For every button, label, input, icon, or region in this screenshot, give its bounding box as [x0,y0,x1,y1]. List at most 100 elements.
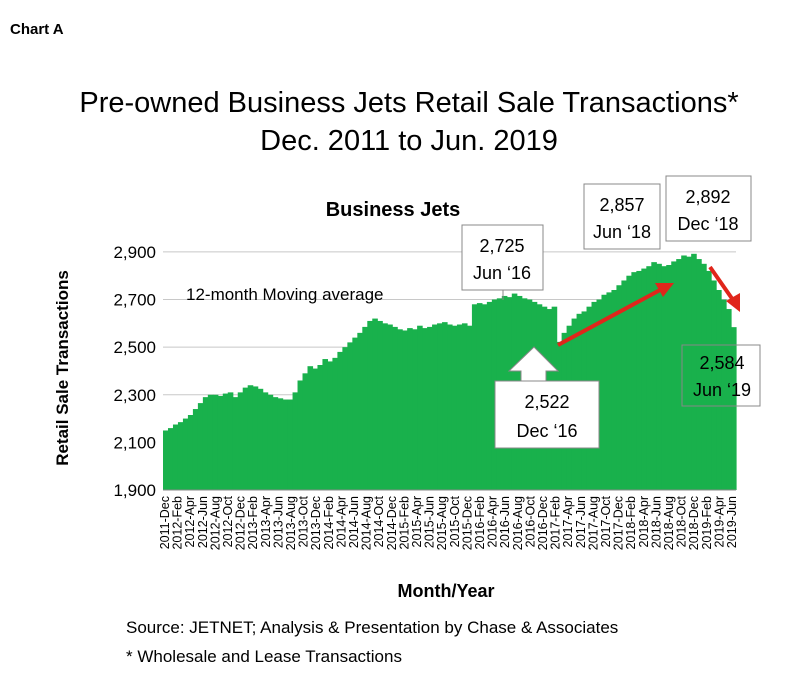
data-bar [606,292,613,490]
x-axis-ticks: 2011-Dec2012-Feb2012-Apr2012-Jun2012-Aug… [158,495,739,550]
data-bar [676,259,682,490]
y-tick-label: 1,900 [113,481,156,500]
data-bar [656,263,662,490]
annotation-jun18: 2,857 Jun ‘18 [583,183,661,250]
annotation-dec18: 2,892 Dec ‘18 [665,175,752,242]
moving-average-label: 12-month Moving average [186,285,384,304]
data-bar [466,325,473,490]
x-tick-label: 2014-Oct [372,495,386,547]
x-tick-label: 2013-Dec [309,496,323,550]
data-bar [731,327,737,490]
x-tick-label: 2013-Apr [259,496,273,547]
data-bar [437,323,443,490]
data-bar [287,399,294,490]
data-bar [342,347,348,490]
annotation-jun16-value: 2,725 [479,236,524,256]
data-bar [282,399,289,490]
x-tick-label: 2014-Dec [385,496,399,550]
trend-arrow-down [708,265,740,312]
x-tick-label: 2016-Aug [511,496,525,550]
data-bar [222,393,229,490]
data-bar [167,428,174,490]
x-tick-label: 2017-Jun [574,496,588,548]
data-bar [481,304,488,490]
y-tick-label: 2,900 [113,243,156,262]
x-tick-label: 2012-Jun [196,496,210,548]
x-tick-label: 2014-Feb [322,496,336,550]
x-tick-label: 2015-Oct [448,495,462,547]
data-bar [402,330,408,490]
data-bar [412,329,418,490]
x-tick-label: 2015-Dec [460,496,474,550]
data-bar [237,392,244,490]
data-bar [392,326,398,490]
data-bar [422,328,428,490]
x-tick-label: 2018-Jun [649,496,663,548]
data-bar [292,392,299,490]
data-bar [347,342,353,490]
data-bar [272,397,279,490]
source-line: Source: JETNET; Analysis & Presentation … [126,618,618,637]
annotation-jun19: 2,584 Jun ‘19 [681,344,761,407]
data-bar [382,323,388,490]
data-bar [671,261,677,490]
chart-label: Chart A [10,21,64,38]
data-bar [297,380,304,490]
data-bar [352,337,358,490]
data-bar [257,388,264,490]
annotation-jun19-value: 2,584 [699,353,744,373]
data-bar [407,328,413,490]
data-bar [172,424,179,490]
data-bar [696,259,702,490]
x-tick-label: 2016-Apr [486,496,500,547]
data-bar [262,392,269,490]
data-bar [192,409,199,490]
annotation-dec16: 2,522 Dec ‘16 [494,346,600,449]
data-bar [451,325,458,490]
data-bar [621,280,627,490]
x-tick-label: 2017-Oct [599,495,613,547]
data-bar [681,255,687,490]
x-tick-label: 2018-Aug [662,496,676,550]
data-bar [212,394,219,490]
x-tick-label: 2018-Apr [637,496,651,547]
trend-arrow-up [557,283,674,347]
x-tick-label: 2016-Oct [523,495,537,547]
data-bar [367,320,373,490]
annotation-jun19-date: Jun ‘19 [693,380,751,400]
annotation-jun18-value: 2,857 [599,195,644,215]
data-bar [202,397,209,490]
data-bar [601,294,608,490]
x-tick-label: 2019-Feb [700,496,714,550]
x-tick-label: 2015-Feb [397,496,411,550]
data-bar [461,323,468,490]
x-tick-label: 2014-Jun [347,496,361,548]
x-tick-label: 2012-Aug [208,496,222,550]
data-bar [322,359,329,490]
y-axis-title: Retail Sale Transactions [53,270,72,466]
chart-title-line1: Pre-owned Business Jets Retail Sale Tran… [79,87,738,119]
annotation-dec18-date: Dec ‘18 [677,214,738,234]
data-bar [267,394,274,490]
x-tick-label: 2015-Jun [423,496,437,548]
data-bar [327,361,334,490]
annotation-jun16-date: Jun ‘16 [473,263,531,283]
x-tick-label: 2012-Oct [221,495,235,547]
x-tick-label: 2013-Feb [246,496,260,550]
data-bar [197,403,204,490]
data-bar [651,262,657,490]
data-bar [252,386,259,490]
data-bar [207,394,214,490]
annotation-jun18-date: Jun ‘18 [593,222,651,242]
x-tick-label: 2019-Apr [712,496,726,547]
data-bar [307,366,314,490]
x-tick-label: 2018-Feb [624,496,638,550]
chart-subtitle: Business Jets [326,199,461,221]
data-bar [332,357,338,490]
data-bar [471,304,478,490]
data-bar [442,322,448,490]
annotation-dec16-value: 2,522 [524,392,569,412]
x-tick-label: 2011-Dec [158,496,172,549]
data-bar [631,272,637,490]
